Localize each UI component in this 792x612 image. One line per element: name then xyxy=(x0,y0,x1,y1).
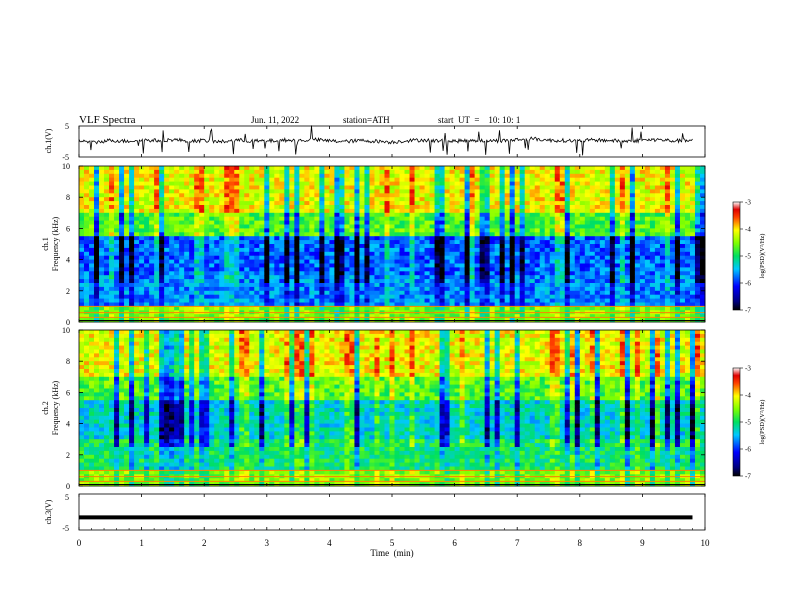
time-tick-10: 10 xyxy=(701,538,711,548)
time-axis: 0 1 2 3 4 5 6 7 8 9 10 xyxy=(77,126,710,548)
ch1-waveform-line xyxy=(78,125,693,156)
ch1-ylabel: ch.1(V) xyxy=(44,128,53,153)
ch2-spectrogram-panel: 0 2 4 6 8 10 ch.2 Frequency (kHz) -3 -4 -5 -6 -7 l… xyxy=(41,326,766,491)
ch1-spectrogram-heatmap xyxy=(79,166,706,323)
time-tick-7: 7 xyxy=(515,538,520,548)
ch2-colorbar-tick--4: -4 xyxy=(745,392,751,400)
ch2-colorbar: -3 -4 -5 -6 -7 log(PSD)(V²/Hz) xyxy=(732,365,766,481)
time-tick-2: 2 xyxy=(202,538,207,548)
time-tick-8: 8 xyxy=(578,538,583,548)
ch2-spectrogram-heatmap xyxy=(79,330,706,487)
station-label: station=ATH xyxy=(343,115,390,125)
ch1-spectrogram-ytick-0: 0 xyxy=(66,318,70,327)
ch2-spectrogram-ytick-2: 2 xyxy=(66,451,70,460)
ch2-colorbar-tick--3: -3 xyxy=(745,365,751,373)
ch1-spectrogram-ylabel-b: Frequency (kHz) xyxy=(51,216,60,271)
time-axis-label: Time (min) xyxy=(370,548,413,558)
ch2-spectrogram-ytick-6: 6 xyxy=(66,388,70,397)
ch1-colorbar-label: log(PSD)(V²/Hz) xyxy=(759,234,766,279)
ch1-spectrogram-panel: 0 2 4 6 8 10 ch.1 Frequency (kHz) -3 -4 -5 -6 -7 l… xyxy=(41,162,766,327)
time-tick-0: 0 xyxy=(77,538,82,548)
ch1-spectrogram-ytick-10: 10 xyxy=(62,162,70,171)
figure-title: VLF Spectra xyxy=(79,114,136,126)
ch1-spectrogram-ytick-8: 8 xyxy=(66,193,70,202)
time-tick-9: 9 xyxy=(640,538,645,548)
ch1-spectrogram-ytick-6: 6 xyxy=(66,224,70,233)
ch3-waveform-frame xyxy=(78,493,706,531)
ch2-spectrogram-ytick-0: 0 xyxy=(66,482,70,491)
time-tick-1: 1 xyxy=(139,538,144,548)
time-tick-3: 3 xyxy=(265,538,270,548)
ch1-colorbar: -3 -4 -5 -6 -7 log(PSD)(V²/Hz) xyxy=(732,199,766,315)
date-label: Jun. 11, 2022 xyxy=(251,115,299,125)
ch1-spectrogram-ytick-4: 4 xyxy=(66,256,70,265)
ch1-trace xyxy=(78,125,693,156)
ch3-waveform-panel: 5 -5 ch.3(V) xyxy=(44,493,706,533)
time-tick-4: 4 xyxy=(327,538,332,548)
ch2-colorbar-tick--7: -7 xyxy=(745,473,751,481)
ch2-colorbar-tick--6: -6 xyxy=(745,446,751,454)
ch2-spectrogram-ylabel-a: ch.2 xyxy=(41,401,50,415)
ch2-spectrogram-ytick-4: 4 xyxy=(66,420,70,429)
ch3-ytick-bottom: -5 xyxy=(62,524,69,533)
ch2-spectrogram-ytick-8: 8 xyxy=(66,357,70,366)
ch1-colorbar-tick--6: -6 xyxy=(745,280,751,288)
ch1-waveform-panel: 5 -5 ch.1(V) xyxy=(44,122,706,162)
ch1-ytick-bottom: -5 xyxy=(62,153,69,162)
ch2-colorbar-ramp xyxy=(732,367,741,477)
ch1-colorbar-ramp xyxy=(732,201,741,311)
start-time-label: start UT = 10: 10: 1 xyxy=(438,115,520,125)
ch1-spectrogram-ylabel-a: ch.1 xyxy=(41,237,50,251)
ch1-ytick-top: 5 xyxy=(65,122,69,131)
ch2-spectrogram-ytick-10: 10 xyxy=(62,326,70,335)
ch2-spectrogram-ylabel-b: Frequency (kHz) xyxy=(51,380,60,435)
ch3-ytick-top: 5 xyxy=(65,493,69,502)
ch2-colorbar-tick--5: -5 xyxy=(745,419,751,427)
ch1-colorbar-tick--5: -5 xyxy=(745,253,751,261)
ch1-colorbar-tick--7: -7 xyxy=(745,307,751,315)
ch1-colorbar-tick--3: -3 xyxy=(745,199,751,207)
ch3-ylabel: ch.3(V) xyxy=(44,499,53,524)
ch1-colorbar-tick--4: -4 xyxy=(745,226,751,234)
ch2-colorbar-label: log(PSD)(V²/Hz) xyxy=(759,400,766,445)
ch1-spectrogram-ytick-2: 2 xyxy=(66,287,70,296)
time-tick-5: 5 xyxy=(390,538,395,548)
time-tick-6: 6 xyxy=(452,538,457,548)
